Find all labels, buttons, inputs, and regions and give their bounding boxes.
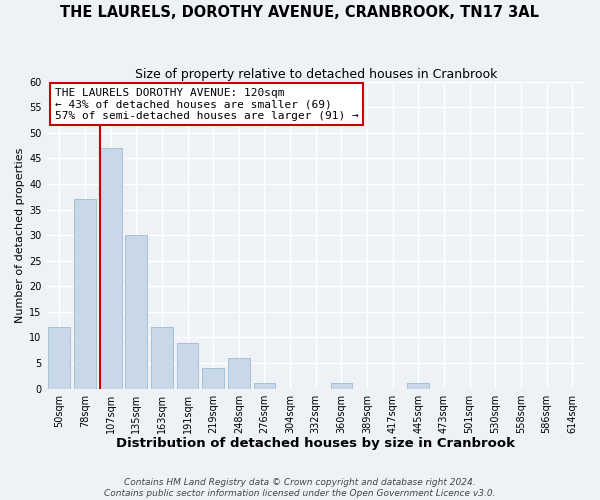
Bar [407,384,429,388]
Bar [100,148,122,388]
Bar [49,327,70,388]
Bar [125,235,147,388]
Bar [228,358,250,388]
Bar [202,368,224,388]
Bar [151,327,173,388]
Text: THE LAURELS, DOROTHY AVENUE, CRANBROOK, TN17 3AL: THE LAURELS, DOROTHY AVENUE, CRANBROOK, … [61,5,539,20]
Bar [176,342,199,388]
Bar [74,200,96,388]
Bar [331,384,352,388]
Text: Contains HM Land Registry data © Crown copyright and database right 2024.
Contai: Contains HM Land Registry data © Crown c… [104,478,496,498]
Title: Size of property relative to detached houses in Cranbrook: Size of property relative to detached ho… [134,68,497,80]
Y-axis label: Number of detached properties: Number of detached properties [15,148,25,323]
Bar [254,384,275,388]
Text: THE LAURELS DOROTHY AVENUE: 120sqm
← 43% of detached houses are smaller (69)
57%: THE LAURELS DOROTHY AVENUE: 120sqm ← 43%… [55,88,358,121]
X-axis label: Distribution of detached houses by size in Cranbrook: Distribution of detached houses by size … [116,437,515,450]
